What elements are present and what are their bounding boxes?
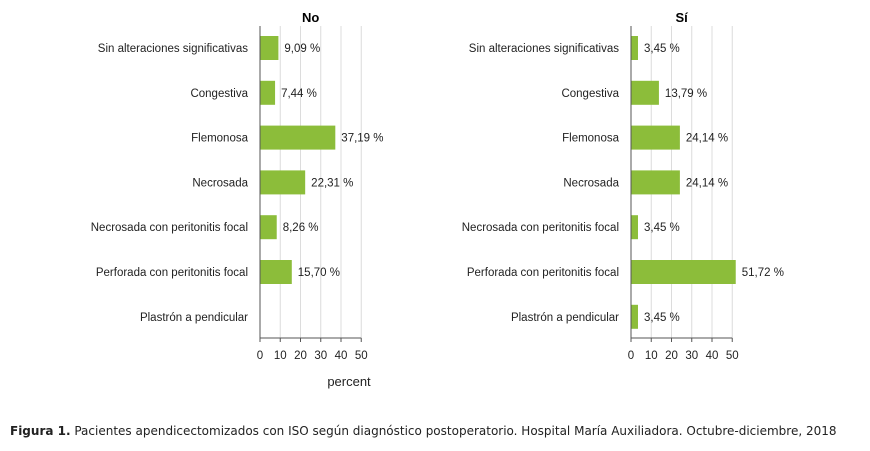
category-label: Necrosada con peritonitis focal [462,222,619,234]
value-label: 9,09 % [284,43,320,55]
x-tick-label: 30 [314,350,327,362]
value-label: 13,79 % [665,88,707,100]
x-tick-label: 40 [706,350,719,362]
value-label: 24,14 % [686,133,728,145]
panel-title: Sí [675,10,688,25]
value-label: 22,31 % [311,177,353,189]
bar [631,125,680,150]
bar [631,215,638,240]
caption-text: Pacientes apendicectomizados con ISO seg… [70,424,837,438]
category-label: Necrosada con peritonitis focal [91,222,248,234]
category-label: Plastrón a pendicular [140,312,248,324]
value-label: 3,45 % [644,43,680,55]
value-label: 3,45 % [644,312,680,324]
x-tick-label: 10 [274,350,287,362]
figure-caption: Figura 1. Pacientes apendicectomizados c… [10,424,837,438]
x-tick-label: 20 [665,350,678,362]
category-label: Congestiva [190,88,248,100]
value-label: 3,45 % [644,222,680,234]
category-label: Perforada con peritonitis focal [467,267,619,279]
category-label: Flemonosa [191,133,248,145]
value-label: 24,14 % [686,177,728,189]
category-label: Plastrón a pendicular [511,312,619,324]
category-label: Perforada con peritonitis focal [96,267,248,279]
value-label: 8,26 % [283,222,319,234]
panel-title: No [302,10,319,25]
x-tick-label: 0 [257,350,263,362]
bar [631,80,659,105]
x-tick-label: 0 [628,350,634,362]
value-label: 7,44 % [281,88,317,100]
bar [631,170,680,195]
category-label: Necrosada [563,177,619,189]
x-axis-label: percent [327,374,371,389]
caption-label: Figura 1. [10,424,71,438]
bar [260,80,276,105]
category-label: Flemonosa [562,133,619,145]
category-label: Necrosada [192,177,248,189]
bar [260,170,306,195]
x-tick-label: 30 [685,350,698,362]
x-tick-label: 50 [355,350,368,362]
value-label: 37,19 % [341,133,383,145]
bar [631,260,736,284]
bar [631,304,638,329]
category-label: Sin alteraciones significativas [469,43,619,55]
bar [260,125,336,150]
bar [260,36,279,60]
bar [260,215,277,240]
x-tick-label: 40 [335,350,348,362]
value-label: 15,70 % [298,267,340,279]
category-label: Sin alteraciones significativas [98,43,248,55]
value-label: 51,72 % [742,267,784,279]
figure-chart: No Sin alteraciones significativas 9,09 % C… [91,10,784,389]
bar [260,260,292,284]
x-tick-label: 10 [645,350,658,362]
x-tick-label: 20 [294,350,307,362]
x-tick-label: 50 [726,350,739,362]
bar [631,36,638,60]
category-label: Congestiva [561,88,619,100]
